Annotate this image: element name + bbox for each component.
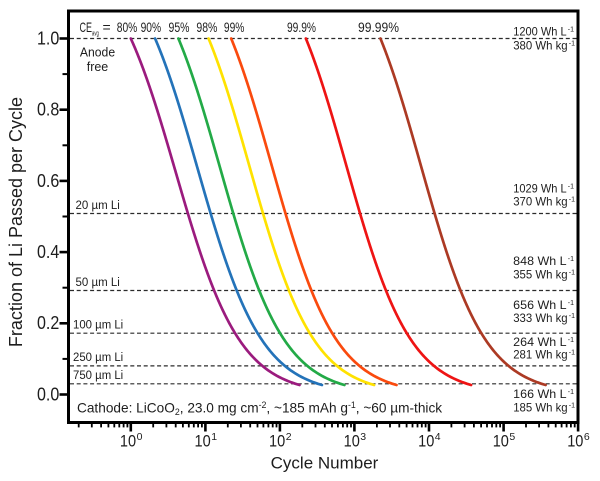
svg-text:=: =: [103, 19, 111, 35]
svg-text:2: 2: [286, 431, 292, 443]
svg-text:281 Wh kg: 281 Wh kg: [513, 349, 567, 362]
svg-text:10: 10: [195, 433, 211, 451]
svg-text:250 µm Li: 250 µm Li: [73, 350, 123, 364]
svg-text:-1: -1: [569, 197, 575, 204]
svg-text:5: 5: [509, 431, 515, 443]
svg-text:1200 Wh L: 1200 Wh L: [513, 26, 567, 39]
svg-text:95%: 95%: [169, 19, 190, 35]
svg-text:10: 10: [493, 433, 509, 451]
svg-text:0.0: 0.0: [37, 383, 59, 404]
svg-text:98%: 98%: [196, 19, 217, 35]
svg-text:Fraction of Li Passed per Cycl: Fraction of Li Passed per Cycle: [6, 97, 26, 347]
svg-text:10: 10: [269, 433, 285, 451]
svg-text:6: 6: [584, 431, 590, 443]
svg-text:-1: -1: [569, 313, 575, 320]
svg-text:100 µm Li: 100 µm Li: [73, 318, 123, 332]
svg-text:848 Wh L: 848 Wh L: [513, 255, 567, 268]
svg-text:-1: -1: [569, 270, 575, 277]
svg-text:656 Wh L: 656 Wh L: [513, 299, 567, 312]
svg-text:1: 1: [211, 431, 217, 443]
svg-text:Anode: Anode: [80, 45, 115, 60]
svg-text:20 µm Li: 20 µm Li: [76, 198, 120, 212]
svg-text:333 Wh kg: 333 Wh kg: [513, 312, 567, 325]
svg-text:0: 0: [137, 431, 143, 443]
svg-text:-1: -1: [568, 256, 574, 263]
svg-text:-1: -1: [569, 350, 575, 357]
svg-text:-1: -1: [569, 41, 575, 48]
svg-text:185 Wh kg: 185 Wh kg: [513, 402, 567, 415]
svg-text:99%: 99%: [224, 19, 245, 35]
svg-text:10: 10: [567, 433, 583, 451]
svg-text:CE: CE: [80, 19, 93, 35]
svg-text:0.2: 0.2: [37, 312, 59, 333]
svg-text:355 Wh kg: 355 Wh kg: [513, 269, 567, 282]
svg-text:-1: -1: [568, 389, 574, 396]
svg-text:4: 4: [435, 431, 441, 443]
svg-text:Cycle Number: Cycle Number: [271, 453, 379, 472]
svg-text:1029 Wh L: 1029 Wh L: [513, 183, 567, 196]
svg-text:264 Wh L: 264 Wh L: [513, 336, 567, 349]
svg-text:0.6: 0.6: [37, 170, 59, 191]
svg-text:-1: -1: [568, 337, 574, 344]
svg-text:166 Wh L: 166 Wh L: [513, 388, 567, 401]
svg-text:10: 10: [120, 433, 136, 451]
svg-text:99.99%: 99.99%: [358, 19, 399, 35]
svg-text:10: 10: [418, 433, 434, 451]
svg-text:99.9%: 99.9%: [287, 19, 316, 35]
svg-text:10: 10: [344, 433, 360, 451]
svg-text:80%: 80%: [117, 19, 138, 35]
svg-text:380 Wh kg: 380 Wh kg: [513, 40, 567, 53]
svg-text:-1: -1: [568, 184, 574, 191]
svg-text:-1: -1: [568, 300, 574, 307]
svg-text:3: 3: [360, 431, 366, 443]
svg-text:370 Wh kg: 370 Wh kg: [513, 196, 567, 209]
svg-text:90%: 90%: [141, 19, 162, 35]
svg-text:-1: -1: [568, 27, 574, 34]
svg-text:1.0: 1.0: [37, 27, 59, 48]
svg-text:750 µm Li: 750 µm Li: [73, 368, 123, 382]
svg-text:avg: avg: [92, 31, 99, 38]
svg-text:0.8: 0.8: [37, 99, 59, 120]
svg-text:-1: -1: [569, 403, 575, 410]
svg-text:0.4: 0.4: [37, 241, 59, 262]
svg-text:50 µm Li: 50 µm Li: [76, 275, 120, 289]
svg-text:free: free: [87, 59, 109, 74]
